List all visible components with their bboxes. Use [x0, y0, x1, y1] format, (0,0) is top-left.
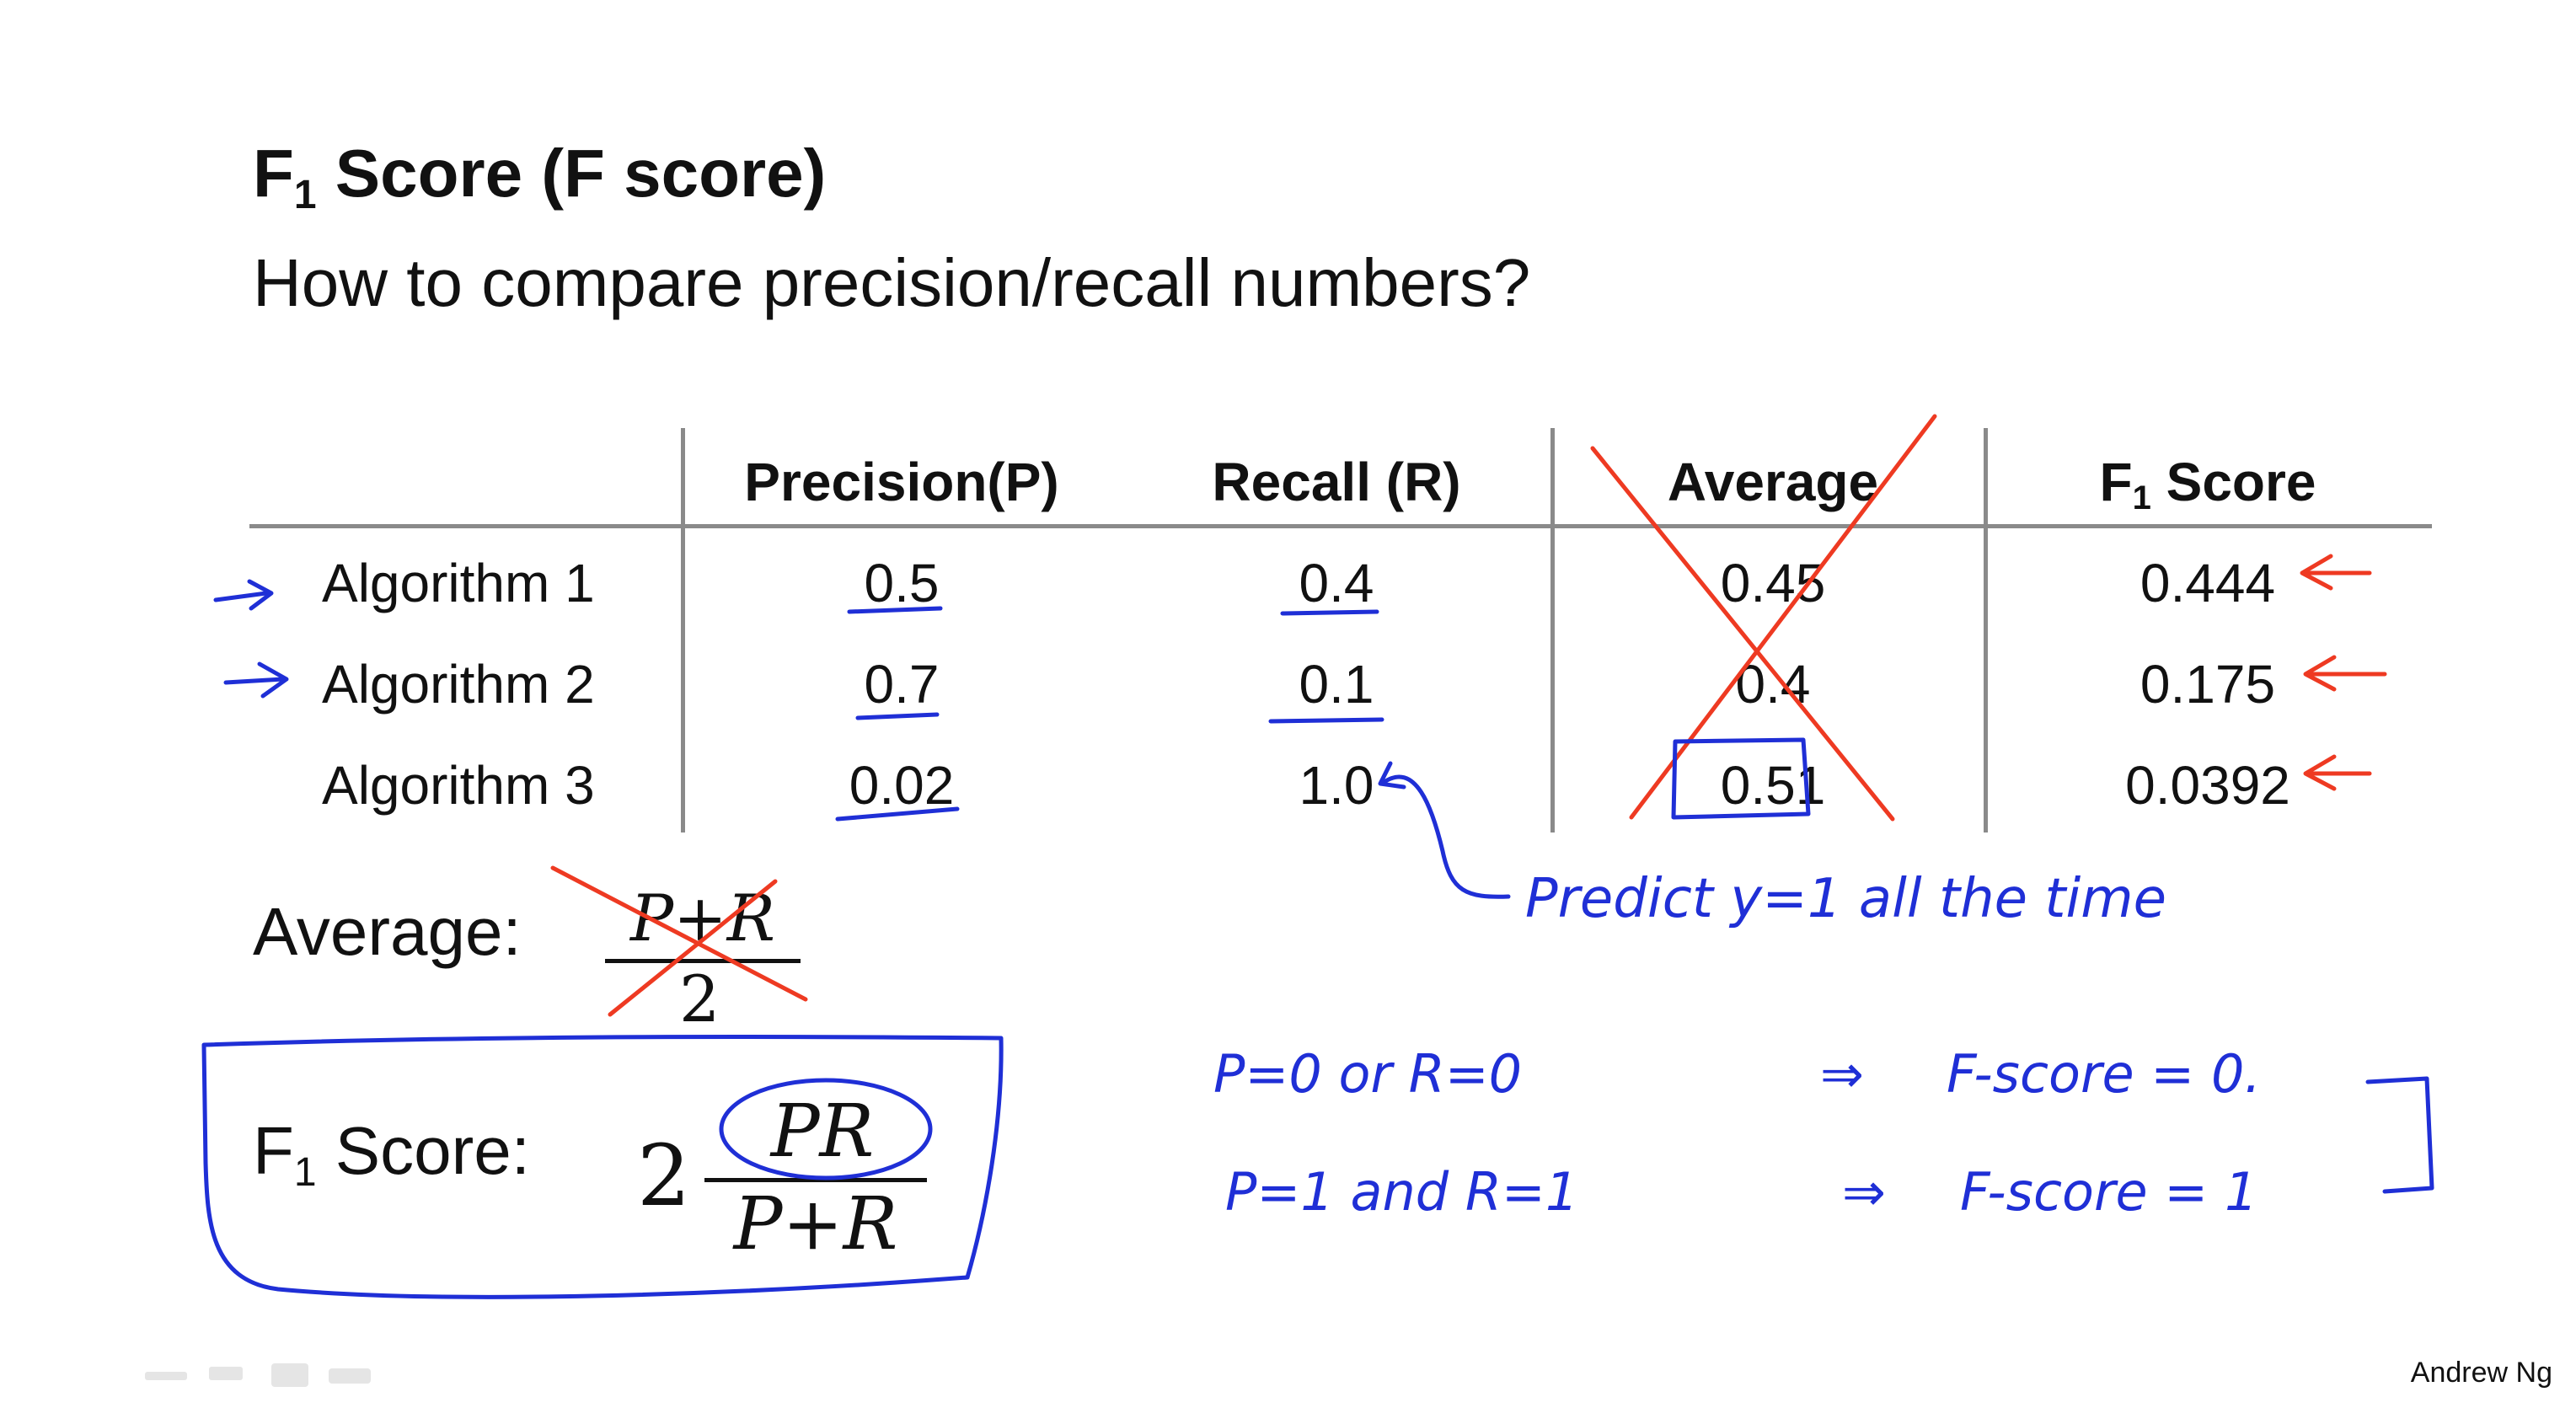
average-denominator: 2: [679, 961, 720, 1036]
header-recall: Recall (R): [1212, 452, 1461, 512]
arrow-left-icon: [2303, 754, 2372, 791]
predict-note: Predict y=1 all the time: [1525, 868, 2166, 930]
table-row-name: Algorithm 2: [322, 654, 595, 715]
average-numerator: P+R: [629, 881, 776, 956]
rule-result-2: F-score = 1: [1960, 1161, 2257, 1223]
rule-condition-2: P=1 and R=1: [1225, 1161, 1578, 1223]
average-formula-label: Average:: [253, 894, 522, 969]
cell-recall: 0.4: [1299, 553, 1374, 613]
arrow-left-icon: [2303, 655, 2387, 692]
table-col-divider: [681, 428, 685, 832]
pointer-curve: [1379, 774, 1511, 899]
table-col-divider: [1550, 428, 1555, 832]
table-header-rule: [249, 524, 2432, 528]
table-col-divider: [1984, 428, 1988, 832]
cell-recall: 0.1: [1299, 654, 1374, 715]
f1-denominator: P+R: [733, 1182, 898, 1266]
cell-precision: 0.02: [849, 755, 955, 816]
underline-mark: [855, 712, 940, 720]
menu-icon: [271, 1363, 308, 1387]
pencil-tool-icon: [209, 1367, 243, 1380]
slide-subtitle: How to compare precision/recall numbers?: [253, 245, 1531, 320]
cell-precision: 0.5: [864, 553, 940, 613]
header-f1-score: F1 Score: [2099, 452, 2316, 517]
pointer-curve-head: [1378, 761, 1406, 790]
arrow-right-icon: [213, 579, 274, 611]
rule-result-1: F-score = 0.: [1947, 1043, 2261, 1105]
header-precision: Precision(P): [744, 452, 1059, 512]
player-controls[interactable]: [145, 1360, 381, 1390]
implies-arrow-2: ⇒: [1842, 1161, 1886, 1223]
author-credit: Andrew Ng: [2410, 1357, 2552, 1389]
rule-condition-1: P=0 or R=0: [1213, 1043, 1522, 1105]
table-row-name: Algorithm 3: [322, 755, 595, 816]
arrow-left-icon: [2300, 554, 2372, 591]
pen-tool-icon: [145, 1372, 187, 1380]
cell-precision: 0.7: [864, 654, 940, 715]
eraser-tool-icon: [329, 1368, 371, 1384]
f1-numerator: PR: [770, 1089, 875, 1174]
f1-formula-label: F1 Score:: [253, 1113, 531, 1195]
header-average: Average: [1667, 452, 1879, 512]
arrow-right-icon: [223, 661, 289, 699]
cell-average: 0.4: [1735, 654, 1811, 715]
bracket-mark: [2365, 1076, 2434, 1194]
cell-average: 0.45: [1720, 553, 1826, 613]
cell-f1: 0.0392: [2125, 755, 2290, 816]
cell-f1: 0.175: [2140, 654, 2276, 715]
cell-f1: 0.444: [2140, 553, 2276, 613]
cell-average: 0.51: [1720, 755, 1826, 816]
table-row-name: Algorithm 1: [322, 553, 595, 613]
f1-coefficient: 2: [637, 1127, 691, 1225]
implies-arrow-1: ⇒: [1820, 1043, 1864, 1105]
slide-title: F1 Score (F score): [253, 136, 827, 217]
cell-recall: 1.0: [1299, 755, 1374, 816]
underline-mark: [1268, 717, 1384, 724]
